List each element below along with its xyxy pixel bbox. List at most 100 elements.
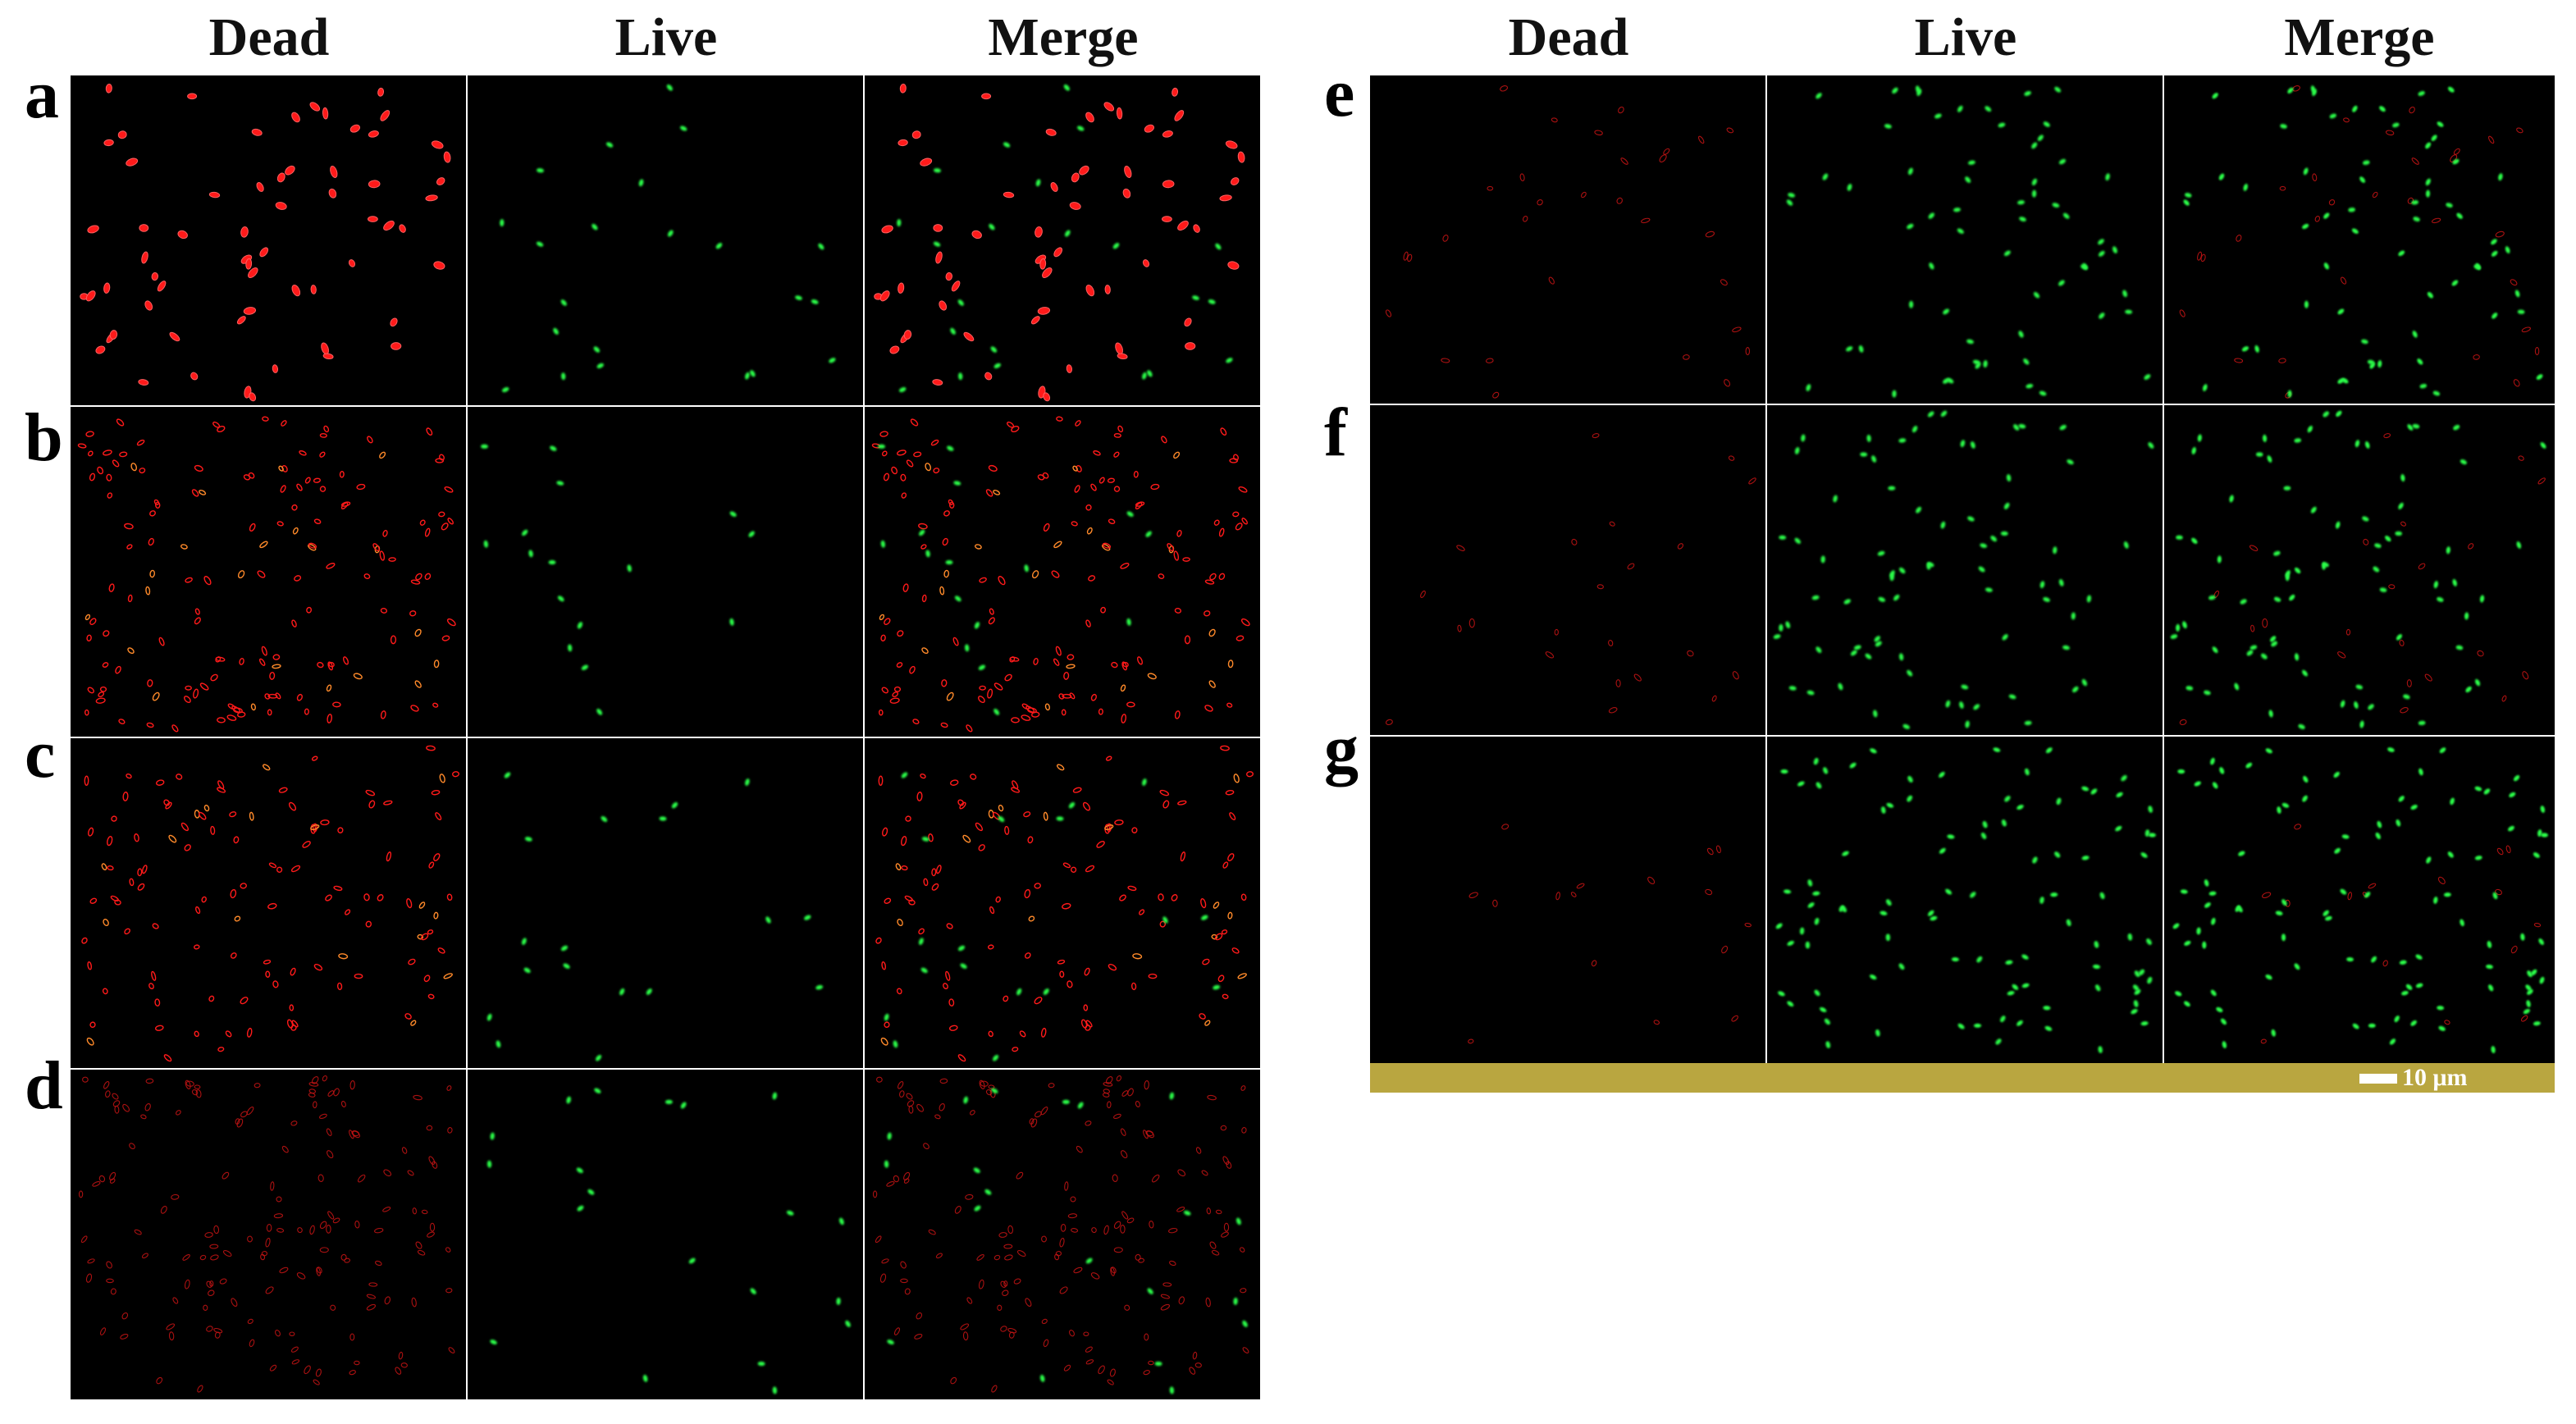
dead-cell-g-dead-7	[1492, 899, 1498, 907]
live-cell-b-live-4	[550, 445, 557, 451]
dead-cell-e-dead-14	[1385, 309, 1392, 317]
live-cell-f-merge-live-54	[2249, 645, 2258, 650]
dead-cell-a-dead-25	[383, 220, 395, 231]
dead-cell-d-dead-137	[400, 1362, 408, 1368]
live-cell-b-merge-live-4	[947, 445, 954, 451]
dead-cell-d-dead-14	[270, 1181, 275, 1191]
live-cell-g-merge-live-8	[2341, 834, 2350, 839]
dead-cell-d-dead-17	[330, 1304, 336, 1311]
live-cell-e-merge-live-55	[2447, 86, 2455, 93]
dead-cell-b-dead-34	[424, 573, 432, 580]
live-cell-e-live-54	[1822, 173, 1829, 180]
dead-cell-b-dead-121	[217, 717, 226, 723]
live-cell-e-live-13	[1934, 113, 1942, 119]
dead-cell-d-dead-29	[426, 1125, 433, 1131]
dead-cell-b-merge-dead-112	[946, 691, 954, 701]
dead-cell-c-dead-0	[338, 953, 349, 960]
dead-cell-b-merge-dead-132	[881, 450, 888, 457]
dead-cell-c-dead-8	[288, 801, 297, 811]
dead-cell-d-dead-50	[357, 1174, 366, 1183]
dead-cell-f-dead-21	[1468, 618, 1475, 628]
dead-cell-d-merge-dead-134	[897, 1081, 904, 1089]
dead-cell-d-merge-dead-102	[1110, 1267, 1117, 1274]
dead-cell-c-dead-29	[290, 967, 296, 976]
dead-cell-c-dead-31	[302, 841, 311, 848]
dead-cell-d-merge-dead-26	[1192, 1351, 1198, 1360]
dead-cell-b-merge-dead-85	[909, 665, 916, 674]
dead-cell-c-merge-dead-46	[901, 836, 907, 847]
dead-cell-d-dead-66	[352, 1130, 361, 1139]
dead-cell-b-dead-138	[154, 501, 161, 509]
dead-cell-d-merge-dead-70	[886, 1181, 895, 1187]
dead-cell-b-dead-105	[250, 703, 256, 711]
dead-cell-c-dead-98	[203, 805, 210, 812]
live-cell-e-live-59	[1983, 360, 1988, 368]
dead-cell-b-merge-dead-39	[1174, 710, 1181, 719]
dead-cell-d-merge-dead-144	[1113, 1247, 1123, 1253]
dead-cell-c-dead-66	[210, 825, 216, 835]
dead-cell-c-dead-113	[84, 775, 89, 786]
dead-cell-d-dead-45	[141, 1253, 148, 1259]
dead-cell-c-merge-dead-107	[970, 774, 977, 780]
dead-cell-b-dead-148	[194, 608, 200, 615]
live-cell-f-live-48	[1773, 634, 1781, 639]
live-cell-f-live-7	[1779, 535, 1787, 540]
dead-cell-c-dead-25	[267, 902, 277, 910]
live-cell-g-live-3	[2043, 1006, 2051, 1011]
live-cell-d-merge-live-3	[1077, 1102, 1084, 1109]
dead-cell-a-dead-24	[208, 191, 221, 199]
dead-cell-b-merge-dead-111	[1121, 661, 1128, 671]
dead-cell-b-merge-dead-141	[1088, 575, 1096, 582]
dead-cell-c-dead-90	[420, 933, 429, 941]
live-cell-f-merge-live-32	[2185, 686, 2194, 691]
live-cell-e-merge-live-30	[2302, 223, 2309, 230]
dead-cell-d-merge-dead-68	[916, 1103, 924, 1112]
dead-cell-c-merge-dead-63	[1211, 933, 1218, 940]
dead-cell-b-merge-dead-75	[1113, 432, 1121, 438]
live-cell-g-live-89	[1775, 923, 1783, 929]
header-dead-left: Dead	[208, 7, 330, 67]
live-cell-g-live-50	[1813, 757, 1819, 765]
dead-cell-c-dead-17	[217, 1047, 225, 1052]
dead-cell-d-merge-dead-8	[1103, 1225, 1109, 1235]
dead-cell-d-dead-146	[166, 1323, 176, 1330]
dead-cell-c-merge-dead-90	[1214, 933, 1223, 941]
dead-cell-b-merge-dead-140	[1086, 527, 1093, 535]
dead-cell-b-dead-67	[118, 719, 126, 724]
dead-cell-b-dead-114	[158, 637, 165, 646]
dead-cell-e-merge-dead-6	[2521, 326, 2531, 333]
dead-cell-b-merge-dead-94	[1102, 542, 1112, 549]
live-cell-g-live-55	[1995, 1038, 2002, 1045]
dead-cell-b-dead-63	[130, 463, 138, 472]
dead-cell-a-dead-27	[330, 166, 338, 178]
live-cell-a-live-8	[605, 142, 614, 148]
dead-cell-b-merge-dead-52	[1058, 693, 1065, 700]
dead-cell-f-merge-dead-12	[2383, 433, 2391, 439]
dead-cell-c-merge-dead-52	[1011, 787, 1021, 793]
dead-cell-b-merge-dead-73	[1021, 714, 1031, 721]
dead-cell-a-dead-39	[151, 272, 159, 281]
header-merge-left: Merge	[988, 7, 1139, 67]
dead-cell-e-dead-21	[1581, 191, 1587, 199]
live-cell-g-live-33	[2044, 1025, 2053, 1031]
dead-cell-c-dead-33	[230, 952, 237, 959]
dead-cell-e-merge-dead-1	[2513, 379, 2520, 387]
dead-cell-c-dead-2	[452, 771, 459, 778]
dead-cell-c-merge-dead-1	[923, 878, 929, 887]
dead-cell-a-merge-dead-31	[932, 379, 943, 386]
dead-cell-d-merge-dead-111	[1116, 1075, 1122, 1082]
live-cell-a-merge-live-12	[1064, 230, 1071, 237]
dead-cell-e-merge-dead-14	[2179, 309, 2185, 317]
panel-c-live	[468, 738, 863, 1068]
dead-cell-e-dead-1	[1724, 379, 1731, 387]
dead-cell-c-merge-dead-49	[1213, 901, 1220, 909]
live-cell-c-merge-live-14	[918, 938, 924, 946]
live-cell-e-merge-live-29	[2427, 291, 2433, 299]
dead-cell-b-dead-47	[210, 673, 218, 682]
dead-cell-b-dead-122	[116, 418, 125, 427]
dead-cell-f-merge-dead-5	[2400, 521, 2407, 527]
dead-cell-g-dead-2	[1715, 845, 1721, 854]
dead-cell-d-merge-dead-108	[970, 1110, 975, 1116]
dead-cell-d-merge-dead-66	[1146, 1130, 1155, 1139]
dead-cell-d-dead-122	[210, 1254, 219, 1261]
